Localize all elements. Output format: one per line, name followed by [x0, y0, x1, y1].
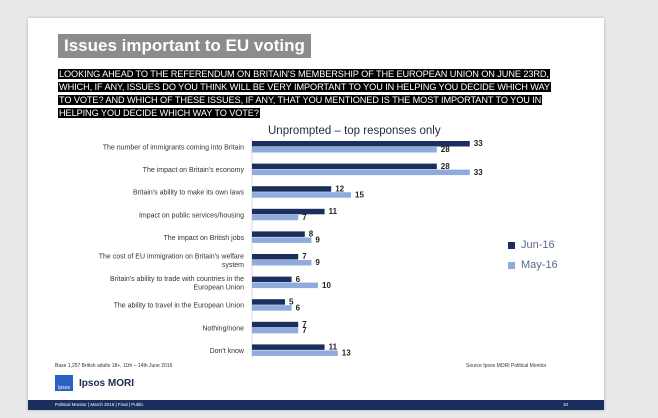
data-label: 7	[302, 213, 307, 222]
category-label: The ability to travel in the European Un…	[114, 303, 244, 310]
bar-may16	[252, 147, 437, 153]
bar-may16	[252, 169, 470, 176]
source-note: Source Ipsos MORI Political Monitor	[466, 363, 547, 369]
bar-may16	[252, 305, 292, 311]
bar-jun16	[252, 276, 292, 283]
bar-jun16	[252, 299, 285, 305]
data-label: 28	[441, 162, 450, 171]
legend-swatch-jun16	[508, 241, 515, 249]
data-label: 11	[329, 343, 338, 352]
data-label: 28	[441, 145, 450, 154]
ipsos-logo-icon: Ipsos	[55, 375, 73, 391]
footer-text: Political Monitor | March 2016 | Final |…	[55, 402, 144, 407]
data-label: 12	[335, 184, 344, 193]
bar-jun16	[252, 254, 299, 260]
bar-jun16	[252, 141, 470, 147]
data-label: 7	[302, 320, 307, 329]
category-label: The impact on British jobs	[163, 235, 244, 242]
slide-title: Issues important to EU voting	[58, 34, 311, 58]
legend-item-may16: May-16	[508, 257, 558, 273]
data-label: 10	[322, 281, 331, 290]
data-label: 8	[309, 230, 314, 239]
bar-may16	[252, 282, 318, 289]
bar-chart: The number of immigrants coming into Bri…	[99, 138, 483, 358]
category-label: Britain's ability to make its own laws	[133, 190, 245, 197]
base-note: Base 1,257 British adults 18+, 11th – 14…	[55, 363, 173, 369]
bar-jun16	[252, 231, 305, 237]
chart-legend: Jun-16 May-16	[508, 237, 558, 277]
data-label: 7	[302, 252, 307, 261]
category-label: Impact on public services/housing	[139, 212, 244, 219]
legend-label-jun16: Jun-16	[521, 239, 555, 251]
category-label: Britain's ability to trade with countrie…	[110, 276, 244, 292]
logo-text: Ipsos	[58, 385, 70, 391]
data-label: 15	[355, 190, 364, 199]
category-label: The impact on Britain's economy	[143, 167, 245, 174]
bar-may16	[252, 192, 351, 198]
bar-jun16	[252, 186, 332, 192]
legend-swatch-may16	[508, 261, 515, 269]
bar-may16	[252, 260, 312, 266]
category-label: Don't know	[210, 348, 245, 355]
bar-jun16	[252, 321, 299, 328]
data-label: 6	[296, 275, 301, 284]
brand-name: Ipsos MORI	[79, 378, 135, 389]
category-label: The number of immigrants coming into Bri…	[103, 145, 244, 152]
category-label: The cost of EU immigration on Britain's …	[99, 253, 244, 269]
footer-bar: Political Monitor | March 2016 | Final |…	[28, 400, 604, 410]
survey-question: LOOKING AHEAD TO THE REFERENDUM ON BRITA…	[58, 68, 558, 120]
data-label: 6	[296, 303, 301, 312]
data-label: 7	[302, 326, 307, 335]
bar-may16	[252, 237, 312, 243]
data-label: 33	[474, 139, 483, 148]
bar-jun16	[252, 344, 325, 350]
legend-item-jun16: Jun-16	[508, 237, 558, 253]
bar-may16	[252, 327, 299, 334]
data-label: 5	[289, 297, 294, 306]
bar-may16	[252, 350, 338, 356]
data-label: 33	[474, 168, 483, 177]
data-label: 13	[342, 349, 351, 358]
data-label: 9	[315, 236, 320, 245]
page-number: 10	[562, 402, 568, 407]
bar-jun16	[252, 208, 325, 215]
data-label: 11	[329, 207, 338, 216]
chart-subtitle: Unprompted – top responses only	[268, 125, 441, 137]
category-label: Nothing/none	[202, 325, 244, 332]
legend-label-may16: May-16	[521, 259, 558, 271]
slide: Issues important to EU voting LOOKING AH…	[28, 18, 604, 410]
data-label: 9	[315, 258, 320, 267]
bar-may16	[252, 214, 299, 221]
bar-jun16	[252, 163, 437, 170]
